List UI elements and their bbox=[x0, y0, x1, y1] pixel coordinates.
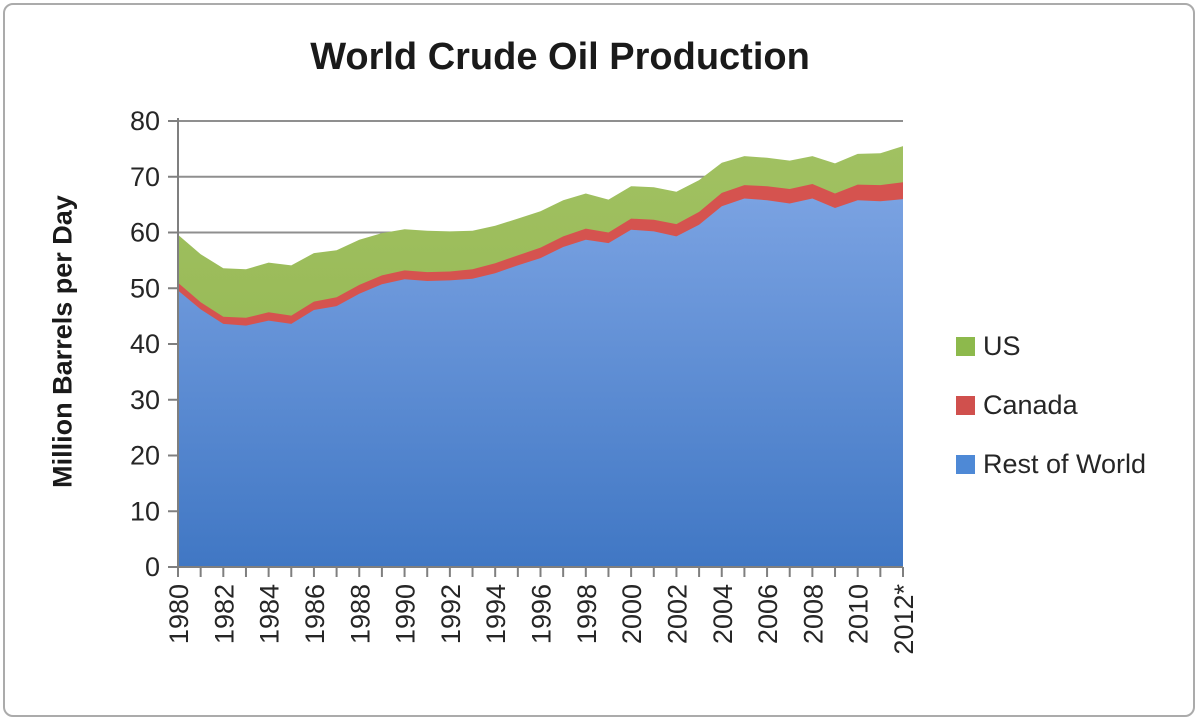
x-tick-label-1988: 1988 bbox=[345, 584, 375, 644]
canada-legend-swatch bbox=[956, 395, 975, 415]
x-tick-label-1980: 1980 bbox=[164, 584, 194, 644]
rest-of-world-legend-swatch bbox=[956, 454, 975, 474]
y-tick-label-30: 30 bbox=[130, 385, 160, 415]
x-tick-label-1996: 1996 bbox=[527, 584, 557, 644]
rest-of-world-legend-label: Rest of World bbox=[983, 448, 1147, 479]
x-tick-label-2006: 2006 bbox=[753, 584, 783, 644]
x-tick-label-1998: 1998 bbox=[572, 584, 602, 644]
x-tick-label-2000: 2000 bbox=[617, 584, 647, 644]
x-tick-label-2002: 2002 bbox=[662, 584, 692, 644]
x-tick-label-1994: 1994 bbox=[481, 584, 511, 644]
y-axis-title: Million Barrels per Day bbox=[47, 195, 78, 488]
legend-item-canada: Canada bbox=[956, 389, 1146, 420]
x-tick-label-2010: 2010 bbox=[844, 584, 874, 644]
chart-title: World Crude Oil Production bbox=[310, 36, 810, 78]
x-tick-label-1984: 1984 bbox=[255, 584, 285, 644]
y-tick-label-50: 50 bbox=[130, 273, 160, 303]
x-tick-label-2004: 2004 bbox=[708, 584, 738, 644]
us-legend-swatch bbox=[956, 336, 975, 356]
y-tick-label-20: 20 bbox=[130, 441, 160, 471]
x-tick-label-1990: 1990 bbox=[391, 584, 421, 644]
x-tick-label-1992: 1992 bbox=[436, 584, 466, 644]
x-tick-label-2008: 2008 bbox=[798, 584, 828, 644]
legend: US Canada Rest of World bbox=[956, 330, 1147, 509]
canada-legend-label: Canada bbox=[983, 389, 1078, 420]
y-tick-label-70: 70 bbox=[130, 162, 160, 192]
x-tick-label-2012: 2012* bbox=[889, 584, 919, 655]
y-tick-label-60: 60 bbox=[130, 218, 160, 248]
x-tick-label-1982: 1982 bbox=[209, 584, 239, 644]
legend-item-us: US bbox=[956, 330, 1146, 361]
y-tick-label-80: 80 bbox=[130, 106, 160, 136]
y-tick-label-0: 0 bbox=[145, 552, 160, 582]
y-tick-label-10: 10 bbox=[130, 496, 160, 526]
us-legend-label: US bbox=[983, 330, 1021, 361]
area-rest-of-world bbox=[178, 198, 903, 567]
legend-item-rest-of-world: Rest of World bbox=[956, 448, 1147, 479]
y-tick-label-40: 40 bbox=[130, 329, 160, 359]
x-tick-label-1986: 1986 bbox=[300, 584, 330, 644]
chart-border bbox=[3, 3, 1195, 717]
